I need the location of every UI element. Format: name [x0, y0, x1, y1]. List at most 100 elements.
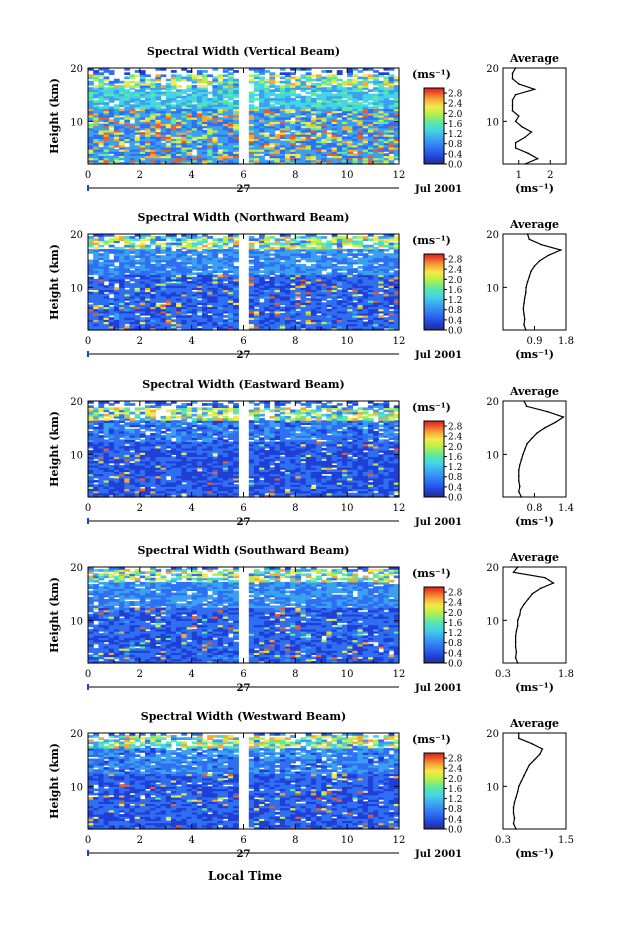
heatmap-cell — [170, 312, 177, 316]
heatmap-cell — [331, 161, 338, 165]
heatmap-cell — [295, 159, 302, 163]
heatmap-cell — [160, 157, 167, 161]
heatmap-cell — [336, 325, 343, 329]
heatmap-cell — [383, 319, 390, 322]
heatmap-cell — [285, 161, 291, 165]
heatmap-cell — [310, 136, 317, 139]
heatmap-cell — [160, 317, 167, 320]
heatmap-cell — [165, 285, 172, 288]
heatmap-cell — [342, 266, 348, 269]
heatmap-cell — [393, 295, 400, 299]
heatmap-cell — [373, 253, 379, 256]
heatmap-cell — [388, 144, 395, 148]
heatmap-cell — [362, 266, 369, 269]
heatmap-cell — [165, 306, 172, 310]
heatmap-cell — [222, 136, 229, 139]
heatmap-cell — [321, 312, 328, 316]
heatmap-cell — [124, 291, 131, 295]
heatmap-cell — [212, 159, 219, 163]
heatmap-cell — [196, 102, 203, 105]
heatmap-cell — [378, 132, 385, 135]
heatmap-cell — [186, 302, 193, 305]
heatmap-cell — [217, 112, 224, 116]
heatmap-cell — [290, 89, 296, 92]
heatmap-cell — [150, 119, 156, 122]
heatmap-cell — [383, 263, 390, 267]
heatmap-cell — [222, 302, 229, 305]
heatmap-cell — [259, 119, 265, 122]
heatmap-cell — [388, 244, 395, 248]
heatmap-cell — [176, 112, 182, 116]
heatmap-cell — [186, 244, 193, 248]
heatmap-cell — [233, 121, 239, 124]
heatmap-cell — [279, 327, 286, 331]
heatmap-cell — [103, 138, 110, 142]
heatmap-cell — [362, 78, 369, 82]
heatmap-cell — [259, 323, 265, 327]
heatmap-cell — [259, 127, 265, 131]
heatmap-cell — [248, 268, 255, 271]
heatmap-cell — [191, 263, 198, 267]
heatmap-cell — [316, 106, 322, 110]
heatmap-cell — [160, 251, 167, 254]
heatmap-cell — [383, 100, 390, 103]
heatmap-cell — [108, 149, 115, 152]
heatmap-cell — [155, 268, 162, 271]
heatmap-cell — [145, 121, 151, 124]
heatmap-cell — [388, 315, 395, 318]
heatmap-cell — [248, 153, 255, 156]
heatmap-cell — [321, 306, 328, 310]
heatmap-cell — [295, 161, 302, 165]
heatmap-cell — [170, 302, 177, 305]
heatmap-cell — [305, 312, 312, 316]
heatmap-cell — [321, 266, 328, 269]
heatmap-cell — [274, 310, 281, 314]
heatmap-cell — [274, 80, 281, 84]
heatmap-cell — [93, 91, 99, 95]
heatmap-cell — [295, 95, 302, 99]
heatmap-cell — [274, 159, 281, 163]
heatmap-cell — [119, 287, 125, 290]
heatmap-cell — [352, 306, 359, 310]
heatmap-cell — [165, 295, 172, 299]
heatmap-cell — [186, 144, 193, 148]
heatmap-cell — [134, 106, 141, 110]
heatmap-cell — [357, 308, 364, 312]
heatmap-cell — [103, 253, 110, 256]
heatmap-cell — [305, 272, 312, 276]
heatmap-cell — [336, 161, 343, 165]
heatmap-cell — [181, 312, 188, 316]
heatmap-cell — [103, 106, 110, 110]
heatmap-cell — [321, 106, 328, 110]
heatmap-cell — [331, 289, 338, 293]
heatmap-cell — [336, 276, 343, 280]
heatmap-cell — [139, 242, 146, 246]
heatmap-cell — [388, 82, 395, 86]
heatmap-cell — [378, 95, 385, 99]
heatmap-cell — [367, 157, 374, 161]
heatmap-cell — [378, 136, 385, 139]
heatmap-cell — [191, 93, 198, 97]
heatmap-cell — [253, 310, 260, 314]
heatmap-cell — [373, 93, 379, 97]
heatmap-cell — [124, 121, 131, 124]
heatmap-cell — [103, 121, 110, 124]
heatmap-cell — [393, 257, 400, 261]
heatmap-cell — [352, 82, 359, 86]
heatmap-cell — [119, 110, 125, 114]
heatmap-cell — [274, 140, 281, 144]
heatmap-cell — [367, 125, 374, 129]
heatmap-cell — [342, 315, 348, 318]
heatmap-cell — [186, 300, 193, 303]
heatmap-cell — [139, 263, 146, 267]
heatmap-cell — [285, 93, 291, 97]
heatmap-cell — [347, 134, 353, 137]
heatmap-cell — [321, 104, 328, 107]
heatmap-cell — [217, 136, 224, 139]
heatmap-cell — [165, 108, 172, 112]
heatmap-cell — [150, 159, 156, 163]
heatmap-cell — [295, 68, 302, 71]
heatmap-cell — [222, 70, 229, 73]
heatmap-cell — [290, 295, 296, 299]
heatmap-cell — [295, 293, 302, 297]
